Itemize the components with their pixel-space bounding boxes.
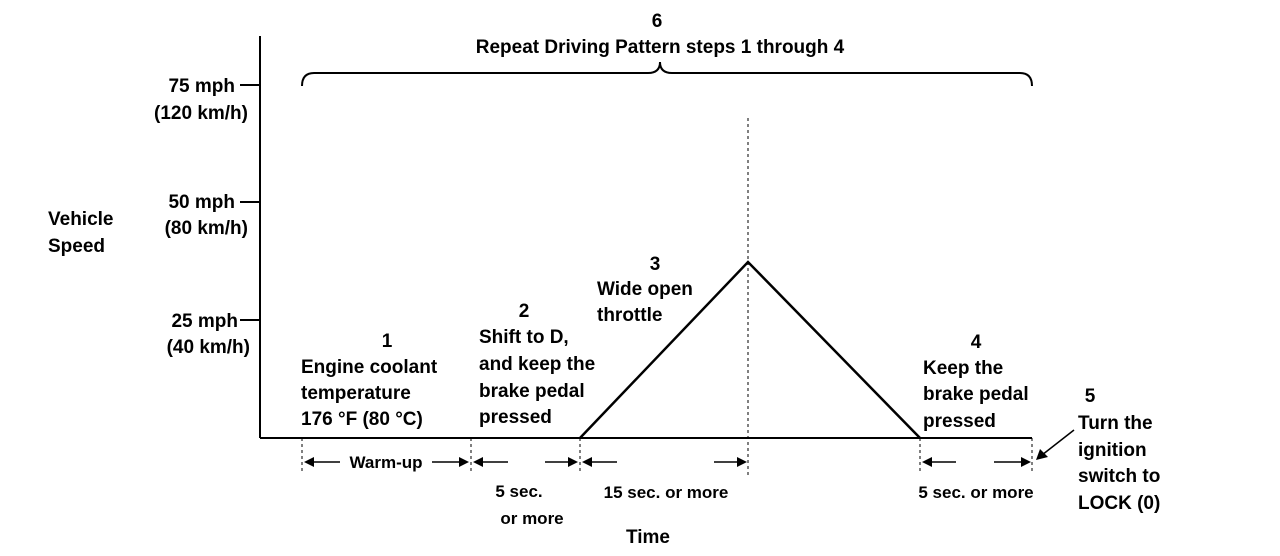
step2-line1: Shift to D, <box>479 327 569 348</box>
y-axis-label-line2: Speed <box>48 236 105 257</box>
step2-line4: pressed <box>479 407 552 428</box>
step4-line3: pressed <box>923 411 996 432</box>
duration-step2-line1: 5 sec. <box>495 482 542 501</box>
step4-arrow-right-head <box>1021 457 1031 467</box>
step3-number: 3 <box>650 254 661 275</box>
step4-arrow-left-head <box>922 457 932 467</box>
step5-pointer-shaft <box>1041 429 1075 456</box>
step5-line2: ignition <box>1078 440 1147 461</box>
step5-line1: Turn the <box>1078 413 1153 434</box>
title-text: Repeat Driving Pattern steps 1 through 4 <box>476 37 845 58</box>
step3-line1: Wide open <box>597 279 693 300</box>
step4-line2: brake pedal <box>923 384 1029 405</box>
title-step-number: 6 <box>652 11 663 32</box>
step2-number: 2 <box>519 301 530 322</box>
step3-arrow-right-head <box>737 457 747 467</box>
y-tick-label-75-kmh: (120 km/h) <box>154 103 248 124</box>
step2-line3: brake pedal <box>479 381 585 402</box>
duration-step2-line2: or more <box>500 509 563 528</box>
duration-step4: 5 sec. or more <box>918 483 1033 502</box>
y-axis-label-line1: Vehicle <box>48 209 114 230</box>
repeat-brace <box>301 61 1033 87</box>
y-tick-label-25-mph: 25 mph <box>171 311 238 332</box>
y-tick-label-75-mph: 75 mph <box>168 76 235 97</box>
step4-line1: Keep the <box>923 358 1003 379</box>
y-tick-label-50-mph: 50 mph <box>168 192 235 213</box>
step5-pointer-head <box>1036 449 1048 460</box>
warmup-arrow-right-head <box>459 457 469 467</box>
step5-line3: switch to <box>1078 466 1160 487</box>
step1-number: 1 <box>382 331 393 352</box>
step1-line1: Engine coolant <box>301 357 438 378</box>
warmup-arrow-left-head <box>304 457 314 467</box>
y-tick-label-25-kmh: (40 km/h) <box>167 337 250 358</box>
step1-line3: 176 °F (80 °C) <box>301 409 423 430</box>
step1-line2: temperature <box>301 383 411 404</box>
step3-arrow-left-head <box>582 457 592 467</box>
duration-warmup: Warm-up <box>349 453 422 472</box>
step3-line2: throttle <box>597 305 662 326</box>
step5-number: 5 <box>1085 386 1096 407</box>
step2-line2: and keep the <box>479 354 595 375</box>
step2-arrow-right-head <box>568 457 578 467</box>
step4-number: 4 <box>971 332 982 353</box>
y-tick-label-50-kmh: (80 km/h) <box>165 218 248 239</box>
duration-step3: 15 sec. or more <box>604 483 729 502</box>
x-axis-label: Time <box>626 527 670 548</box>
step5-line4: LOCK (0) <box>1078 493 1160 514</box>
step2-arrow-left-head <box>473 457 483 467</box>
